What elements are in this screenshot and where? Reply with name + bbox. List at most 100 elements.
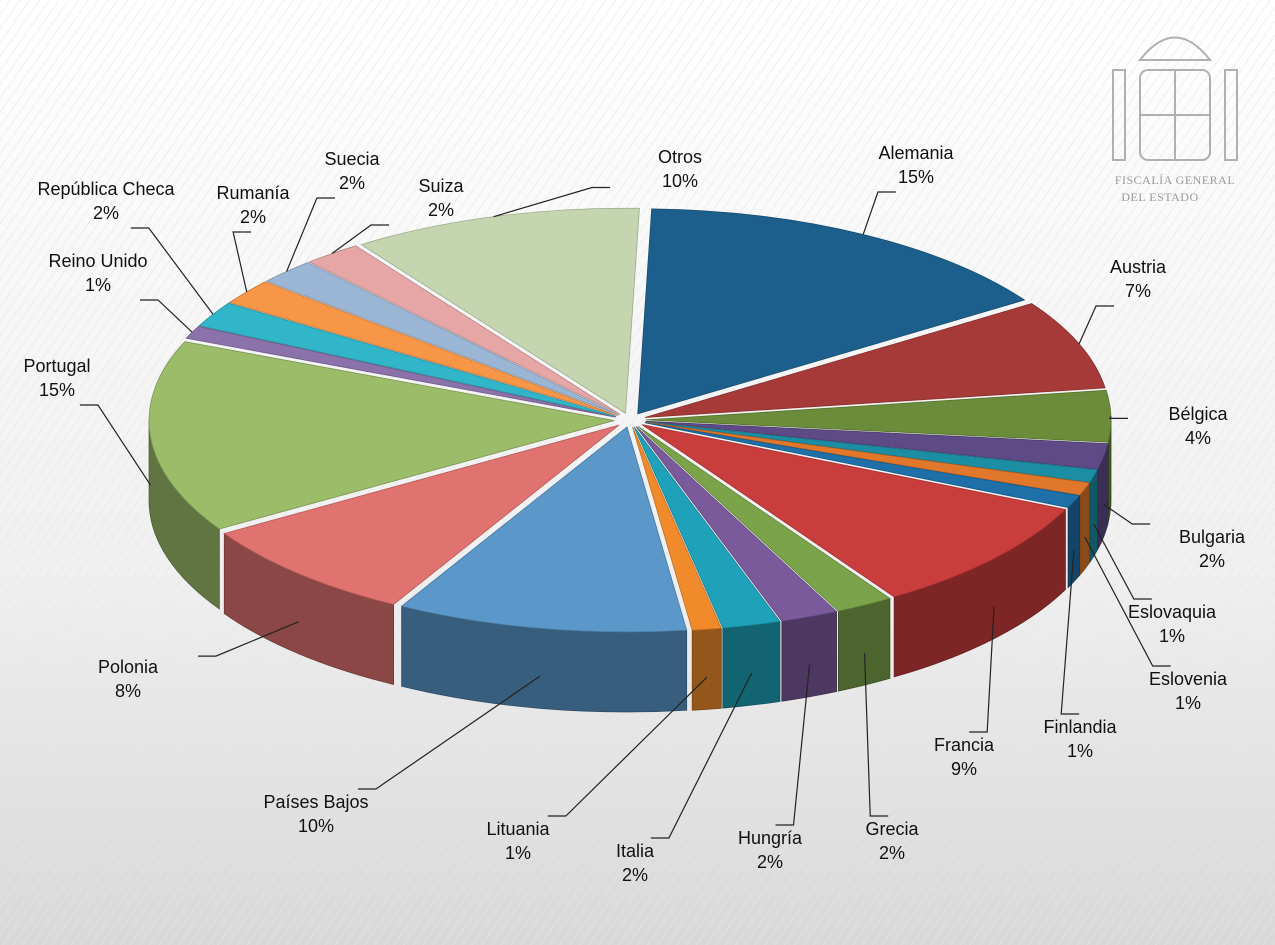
category-label: Austria bbox=[1110, 257, 1167, 277]
category-label: Alemania bbox=[878, 143, 954, 163]
leader-line bbox=[130, 227, 214, 315]
slice-side bbox=[691, 627, 722, 711]
value-label: 2% bbox=[93, 203, 119, 223]
leader-line bbox=[79, 404, 152, 486]
leader-line bbox=[232, 231, 252, 293]
value-label: 8% bbox=[115, 681, 141, 701]
leader-line bbox=[1093, 523, 1152, 600]
logo: FISCALÍA GENERAL DEL ESTADO bbox=[1112, 36, 1238, 204]
value-label: 7% bbox=[1125, 281, 1151, 301]
pie-slice-wall bbox=[1067, 494, 1080, 589]
value-label: 2% bbox=[757, 852, 783, 872]
pie-walls bbox=[148, 419, 1112, 713]
pie-slice-wall bbox=[722, 621, 781, 709]
leader-line bbox=[547, 676, 708, 817]
pie-slice bbox=[633, 426, 781, 629]
slice-side bbox=[1079, 481, 1090, 577]
pie-slice bbox=[185, 325, 616, 418]
leader-line bbox=[493, 186, 610, 218]
leader-line bbox=[1078, 305, 1115, 345]
value-label: 2% bbox=[428, 200, 454, 220]
value-label: 4% bbox=[1185, 428, 1211, 448]
category-label: Reino Unido bbox=[48, 251, 147, 271]
leader-line bbox=[198, 621, 299, 657]
pie-slice-wall bbox=[1079, 481, 1090, 577]
pie-slice bbox=[308, 245, 621, 415]
category-label: Bélgica bbox=[1168, 404, 1228, 424]
leader-line bbox=[863, 653, 889, 817]
category-label: Portugal bbox=[23, 356, 90, 376]
pie-slice bbox=[641, 424, 1067, 598]
value-label: 2% bbox=[622, 865, 648, 885]
logo-text: FISCALÍA GENERAL bbox=[1115, 173, 1235, 187]
pie-slice bbox=[645, 421, 1099, 483]
value-label: 1% bbox=[505, 843, 531, 863]
pie-slice bbox=[148, 341, 615, 530]
value-label: 9% bbox=[951, 759, 977, 779]
leader-line bbox=[1109, 416, 1128, 419]
category-label: Suecia bbox=[324, 149, 380, 169]
slice-side bbox=[837, 597, 891, 692]
pie-slice bbox=[644, 303, 1106, 418]
leader-line bbox=[1084, 536, 1171, 667]
value-label: 2% bbox=[240, 207, 266, 227]
value-label: 1% bbox=[85, 275, 111, 295]
leader-line bbox=[331, 224, 390, 255]
category-label: Bulgaria bbox=[1179, 527, 1246, 547]
value-label: 2% bbox=[339, 173, 365, 193]
pie-slice-wall bbox=[837, 597, 891, 692]
category-label: Rumanía bbox=[216, 183, 290, 203]
pie-slice-wall bbox=[781, 610, 837, 702]
value-label: 15% bbox=[39, 380, 75, 400]
pie-slice bbox=[400, 426, 688, 633]
leader-line bbox=[969, 606, 995, 733]
pie-slice bbox=[645, 420, 1109, 470]
pie-slice bbox=[198, 302, 617, 417]
pie-slice bbox=[637, 208, 1026, 415]
pie-slice bbox=[637, 425, 891, 612]
leader-line bbox=[140, 299, 193, 333]
pie-slice-wall bbox=[691, 627, 722, 711]
leader-line bbox=[286, 197, 335, 272]
pie-slice bbox=[265, 262, 619, 416]
category-label: República Checa bbox=[37, 179, 175, 199]
value-label: 10% bbox=[298, 816, 334, 836]
category-label: Lituania bbox=[486, 819, 550, 839]
leader-line bbox=[1103, 503, 1151, 525]
category-label: Italia bbox=[616, 841, 655, 861]
pie-slice bbox=[635, 426, 838, 622]
category-label: Hungría bbox=[738, 828, 803, 848]
pie-tops bbox=[148, 207, 1112, 633]
category-label: Francia bbox=[934, 735, 995, 755]
category-label: Grecia bbox=[865, 819, 919, 839]
value-label: 2% bbox=[879, 843, 905, 863]
category-label: Polonia bbox=[98, 657, 159, 677]
leader-line bbox=[775, 664, 811, 826]
category-label: Eslovaquia bbox=[1128, 602, 1217, 622]
leader-line bbox=[357, 675, 541, 790]
category-label: Países Bajos bbox=[263, 792, 368, 812]
pie-slice bbox=[223, 424, 620, 605]
value-label: 10% bbox=[662, 171, 698, 191]
category-label: Finlandia bbox=[1043, 717, 1117, 737]
category-label: Eslovenia bbox=[1149, 669, 1228, 689]
value-label: 1% bbox=[1067, 741, 1093, 761]
pie-slice bbox=[632, 426, 722, 631]
pie-slice bbox=[645, 421, 1091, 496]
category-label: Suiza bbox=[418, 176, 464, 196]
leader-line bbox=[650, 672, 753, 839]
slice-side bbox=[1067, 494, 1080, 589]
labels: Alemania 15% Austria 7% Bélgica 4% Bulgaria 2% E… bbox=[23, 143, 1246, 885]
value-label: 2% bbox=[1199, 551, 1225, 571]
pie-slice bbox=[644, 422, 1081, 508]
value-label: 1% bbox=[1159, 626, 1185, 646]
value-label: 15% bbox=[898, 167, 934, 187]
leader-line bbox=[1060, 549, 1080, 715]
category-label: Otros bbox=[658, 147, 702, 167]
slice-side bbox=[781, 610, 837, 702]
logo-text: DEL ESTADO bbox=[1121, 190, 1198, 204]
leader-line bbox=[862, 191, 896, 235]
slice-side bbox=[722, 621, 781, 709]
value-label: 1% bbox=[1175, 693, 1201, 713]
